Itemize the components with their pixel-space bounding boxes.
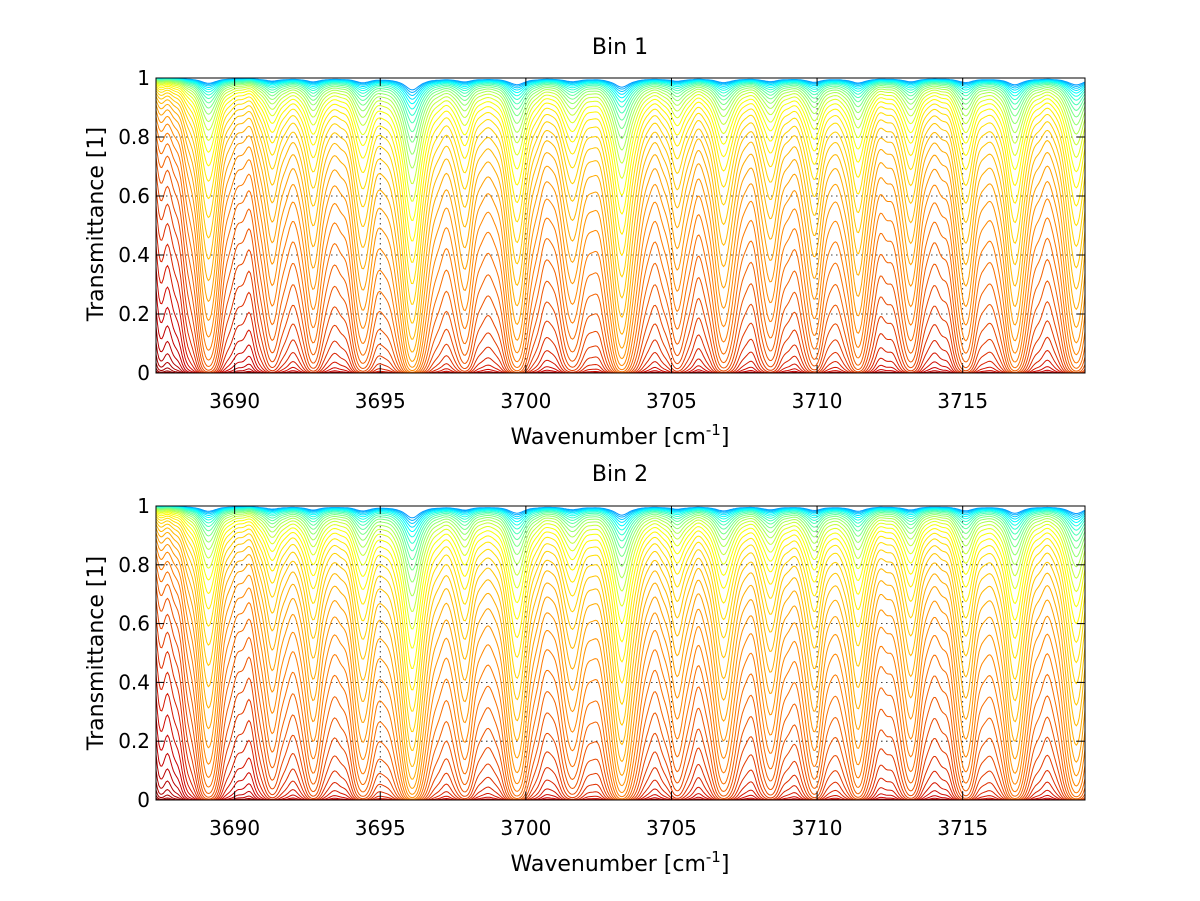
spectrum-line <box>155 78 1086 110</box>
tick-marks <box>156 77 1085 374</box>
spectrum-line <box>155 506 1086 544</box>
spectrum-line <box>155 538 1086 795</box>
spectrum-line <box>155 510 1086 630</box>
subplot-title: Bin 1 <box>592 35 648 60</box>
spectrum-line <box>155 512 1086 670</box>
spectrum-line <box>155 133 1086 374</box>
spectrum-line <box>155 83 1086 221</box>
x-tick-label: 3705 <box>646 389 697 413</box>
x-tick-label: 3695 <box>355 389 406 413</box>
spectrum-line <box>155 509 1086 612</box>
spectrum-line <box>155 78 1086 105</box>
spectrum-line <box>155 109 1086 368</box>
y-tick-label: 1 <box>137 66 150 90</box>
axes-box <box>155 505 1086 801</box>
spectrum-line <box>155 507 1086 571</box>
spectrum-line <box>155 506 1086 552</box>
spectra-lines <box>155 505 1086 801</box>
x-tick-label: 3700 <box>500 389 551 413</box>
spectrum-line <box>155 92 1086 324</box>
y-tick-label: 0.8 <box>118 125 150 149</box>
x-axis-label: Wavenumber [cm-1] <box>511 421 730 450</box>
y-tick-labels: 0 0.2 0.4 0.6 0.8 1 <box>118 494 150 812</box>
subplot-bin-2: Bin 2 3690 3695 3700 3705 3710 3715 0 0.2 0.4 0.… <box>84 462 1086 877</box>
axes-box <box>155 77 1086 374</box>
subplot-bin-1: Bin 1 3690 3695 3700 3705 3710 3715 0 0.2 0.4 0.… <box>84 35 1086 450</box>
subplot-title: Bin 2 <box>592 462 648 487</box>
y-tick-label: 0.2 <box>118 729 150 753</box>
y-tick-label: 0.2 <box>118 302 150 326</box>
spectrum-line <box>155 544 1086 799</box>
spectrum-line <box>155 80 1086 169</box>
spectrum-line <box>155 552 1086 800</box>
spectrum-line <box>155 518 1086 733</box>
x-tick-label: 3695 <box>355 816 406 840</box>
x-tick-label: 3690 <box>209 816 260 840</box>
spectrum-line <box>155 78 1086 116</box>
spectrum-line <box>155 79 1086 133</box>
spectrum-line <box>155 124 1086 373</box>
spectrum-line <box>155 95 1086 340</box>
x-tick-labels: 3690 3695 3700 3705 3710 3715 <box>209 389 988 413</box>
tick-marks <box>156 505 1085 801</box>
x-tick-label: 3700 <box>500 816 551 840</box>
spectrum-line <box>155 523 1086 767</box>
spectrum-line <box>155 79 1086 143</box>
y-tick-label: 0.6 <box>118 184 150 208</box>
spectrum-line <box>155 561 1086 801</box>
y-tick-label: 1 <box>137 494 150 518</box>
spectrum-line <box>155 81 1086 185</box>
spectrum-line <box>155 520 1086 751</box>
spectrum-line <box>155 82 1086 202</box>
x-tick-label: 3715 <box>937 389 988 413</box>
x-tick-labels: 3690 3695 3700 3705 3710 3715 <box>209 816 988 840</box>
spectrum-line <box>155 514 1086 691</box>
y-tick-label: 0.8 <box>118 553 150 577</box>
spectrum-line <box>155 90 1086 305</box>
spectrum-line <box>155 99 1086 353</box>
spectrum-line <box>155 78 1086 124</box>
x-tick-label: 3715 <box>937 816 988 840</box>
y-tick-label: 0.4 <box>118 243 150 267</box>
spectrum-line <box>155 507 1086 561</box>
spectrum-line <box>155 116 1086 371</box>
spectrum-line <box>155 506 1086 532</box>
y-tick-label: 0 <box>137 788 150 812</box>
spectrum-line <box>155 511 1086 649</box>
x-tick-label: 3710 <box>792 389 843 413</box>
spectrum-line <box>155 527 1086 780</box>
spectrum-line <box>155 532 1086 789</box>
spectrum-line <box>155 104 1086 362</box>
y-tick-label: 0 <box>137 361 150 385</box>
spectrum-line <box>155 508 1086 597</box>
x-axis-label: Wavenumber [cm-1] <box>511 848 730 877</box>
y-tick-label: 0.6 <box>118 612 150 636</box>
spectrum-line <box>155 84 1086 242</box>
y-tick-labels: 0 0.2 0.4 0.6 0.8 1 <box>118 66 150 385</box>
spectrum-line <box>155 80 1086 155</box>
spectrum-line <box>155 515 1086 712</box>
y-axis-label: Transmittance [1] <box>84 556 109 751</box>
y-tick-label: 0.4 <box>118 670 150 694</box>
spectrum-line <box>155 508 1086 583</box>
y-axis-label: Transmittance [1] <box>84 127 109 322</box>
spectrum-line <box>155 87 1086 285</box>
x-tick-label: 3690 <box>209 389 260 413</box>
spectrum-line <box>155 86 1086 263</box>
x-tick-label: 3710 <box>792 816 843 840</box>
spectrum-line <box>155 506 1086 538</box>
x-tick-label: 3705 <box>646 816 697 840</box>
